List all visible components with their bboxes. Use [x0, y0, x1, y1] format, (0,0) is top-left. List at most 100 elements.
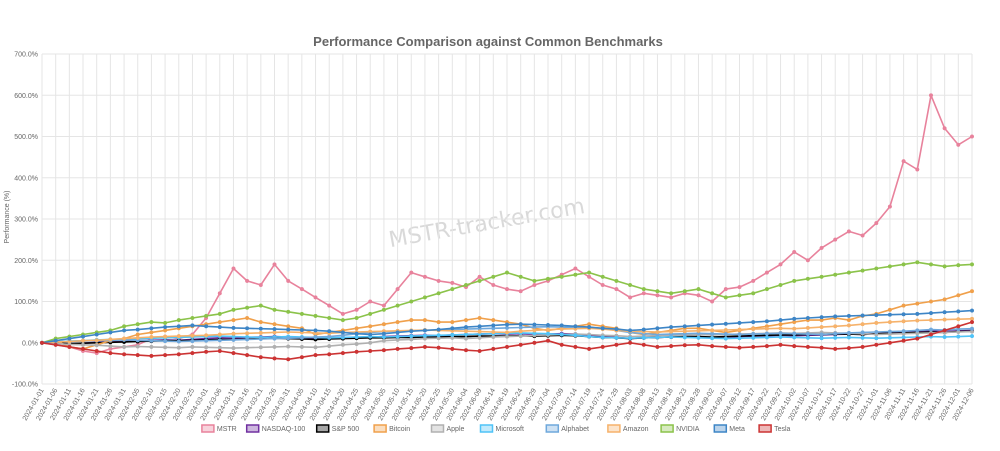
data-point	[942, 317, 947, 322]
data-point	[887, 204, 892, 209]
data-point	[901, 262, 906, 267]
data-point	[149, 353, 154, 358]
data-point	[135, 335, 140, 340]
data-point	[710, 322, 715, 327]
data-point	[928, 327, 934, 332]
legend-item[interactable]: S&P 500	[315, 424, 360, 433]
data-point	[368, 299, 373, 304]
data-point	[463, 348, 469, 353]
data-point	[477, 324, 482, 329]
data-point	[258, 330, 263, 335]
legend-item[interactable]: Microsoft	[479, 424, 524, 433]
data-point	[805, 332, 810, 337]
data-point	[463, 329, 469, 334]
legend-item[interactable]: MSTR	[201, 424, 237, 433]
data-point	[381, 322, 386, 327]
data-point	[737, 320, 742, 325]
data-point	[778, 262, 783, 267]
data-point	[436, 333, 441, 338]
data-point	[204, 324, 209, 329]
data-point	[190, 333, 195, 338]
legend-item[interactable]: Bitcoin	[373, 424, 410, 433]
x-axis-ticks: 2024-01-012024-01-062024-01-112024-01-16…	[22, 387, 976, 422]
data-point	[436, 278, 441, 283]
data-point	[327, 329, 332, 334]
legend-swatch	[545, 424, 560, 433]
legend-item[interactable]: Meta	[713, 424, 745, 433]
legend-item[interactable]: NVIDIA	[660, 424, 700, 433]
data-point	[422, 333, 427, 338]
data-point	[258, 320, 263, 325]
data-point	[122, 328, 127, 333]
data-point	[149, 344, 154, 349]
y-tick-label: 400.0%	[14, 175, 38, 182]
data-point	[792, 331, 797, 336]
data-point	[819, 336, 824, 341]
data-point	[176, 318, 181, 323]
data-point	[135, 353, 140, 358]
data-point	[956, 309, 961, 314]
data-point	[204, 338, 209, 343]
data-point	[696, 342, 701, 347]
data-point	[805, 315, 810, 321]
legend-item[interactable]: Amazon	[607, 424, 649, 433]
data-point	[751, 335, 756, 340]
data-point	[80, 342, 86, 347]
legend-item[interactable]: Alphabet	[545, 424, 589, 433]
data-point	[94, 332, 99, 337]
data-point	[655, 329, 660, 335]
data-point	[436, 320, 441, 325]
watermark: MSTR-tracker.com	[387, 194, 587, 253]
data-point	[436, 345, 441, 350]
data-point	[354, 349, 359, 354]
data-point	[409, 299, 414, 304]
series-tesla	[39, 320, 975, 362]
data-point	[163, 339, 168, 344]
legend-swatch	[758, 424, 772, 433]
data-point	[641, 287, 646, 292]
data-point	[573, 272, 578, 277]
data-point	[792, 326, 797, 331]
data-point	[723, 321, 728, 326]
data-point	[286, 278, 291, 283]
data-point	[108, 330, 113, 335]
data-point	[614, 278, 619, 283]
data-point	[805, 258, 810, 263]
data-point	[231, 331, 236, 336]
data-point	[504, 322, 510, 327]
data-point	[846, 346, 851, 351]
data-point	[559, 274, 564, 279]
legend-label: Alphabet	[561, 426, 589, 433]
data-point	[422, 295, 427, 300]
data-point	[901, 329, 906, 334]
data-point	[641, 335, 646, 340]
data-point	[518, 274, 523, 279]
series-layer	[39, 93, 975, 362]
data-point	[723, 344, 728, 349]
data-point	[450, 280, 455, 285]
legend-item[interactable]: Tesla	[758, 424, 791, 433]
data-point	[696, 287, 701, 292]
data-point	[942, 310, 947, 315]
data-point	[477, 335, 482, 340]
data-point	[833, 346, 838, 351]
data-point	[805, 344, 810, 349]
data-point	[108, 337, 113, 342]
data-point	[751, 291, 756, 296]
data-point	[969, 320, 975, 325]
data-point	[956, 293, 961, 298]
data-point	[477, 348, 482, 354]
data-point	[846, 330, 851, 335]
data-point	[874, 329, 879, 335]
data-point	[450, 320, 455, 325]
data-point	[217, 348, 222, 354]
data-point	[723, 327, 728, 333]
legend-item[interactable]: Apple	[430, 424, 465, 433]
data-point	[491, 274, 496, 279]
legend-item[interactable]: NASDAQ-100	[245, 424, 306, 433]
legend-swatch	[245, 424, 260, 433]
data-point	[587, 334, 592, 339]
data-point	[340, 351, 345, 356]
y-tick-label: 700.0%	[14, 52, 38, 59]
